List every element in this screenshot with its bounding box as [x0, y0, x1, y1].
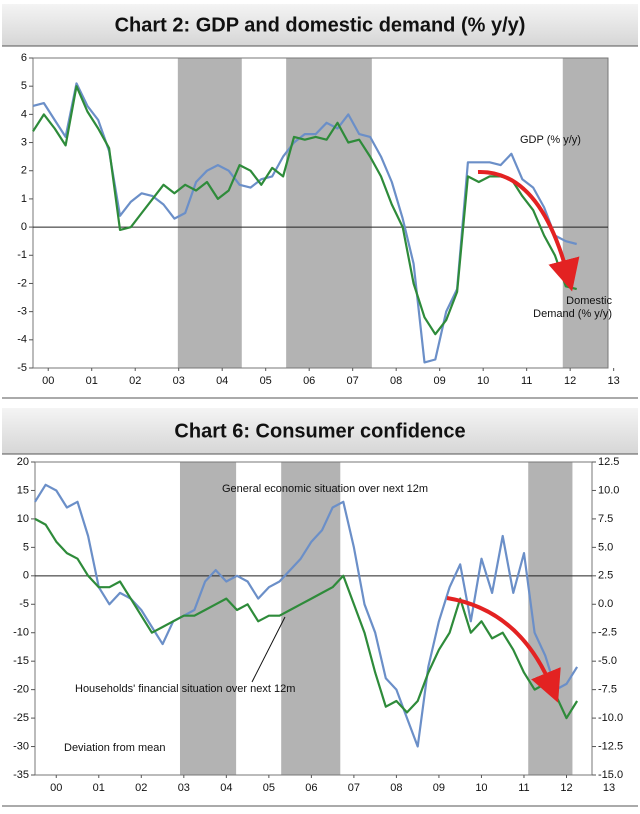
y2-tick-label: 10.0 — [598, 484, 619, 496]
trend-arrow — [477, 169, 580, 292]
x-tick-label: 08 — [390, 782, 402, 794]
y-tick-label: 15 — [17, 484, 29, 496]
y-tick-label: 5 — [21, 80, 27, 92]
x-tick-label: 01 — [93, 782, 105, 794]
y-tick-label: -25 — [13, 712, 29, 724]
y2-tick-label: -2.5 — [598, 627, 617, 639]
x-tick-label: 02 — [129, 375, 141, 387]
y-tick-label: 2 — [21, 165, 27, 177]
series-label: Domestic Demand (% y/y) — [533, 295, 612, 320]
series-line — [32, 85, 577, 336]
pointer — [251, 616, 286, 683]
y2-tick-label: 0.0 — [598, 598, 613, 610]
x-tick-label: 02 — [135, 782, 147, 794]
y-tick-label: 0 — [23, 570, 29, 582]
y-tick-label: -10 — [13, 627, 29, 639]
y-tick-label: -20 — [13, 684, 29, 696]
y-tick-label: 10 — [17, 513, 29, 525]
y-tick-label: 3 — [21, 136, 27, 148]
y2-tick-label: -10.0 — [598, 712, 623, 724]
shaded-period — [286, 58, 372, 368]
note: Deviation from mean — [64, 742, 166, 754]
shaded-period — [528, 462, 573, 775]
x-tick-label: 13 — [603, 782, 615, 794]
y-tick-label: -1 — [17, 249, 27, 261]
shaded-period — [562, 58, 608, 368]
x-tick-label: 13 — [608, 375, 620, 387]
series-label: Households' financial situation over nex… — [75, 683, 296, 695]
y2-tick-label: 5.0 — [598, 541, 613, 553]
y-tick-label: 6 — [21, 52, 27, 64]
y-tick-label: -30 — [13, 740, 29, 752]
x-tick-label: 01 — [86, 375, 98, 387]
y-tick-label: -15 — [13, 655, 29, 667]
plot-frame — [34, 461, 593, 776]
x-tick-label: 10 — [475, 782, 487, 794]
x-tick-label: 11 — [521, 375, 532, 387]
x-tick-label: 05 — [263, 782, 275, 794]
x-tick-label: 08 — [390, 375, 402, 387]
x-tick-label: 09 — [434, 375, 446, 387]
y-tick-label: -35 — [13, 769, 29, 781]
y2-tick-label: 7.5 — [598, 513, 613, 525]
x-tick-label: 03 — [173, 375, 185, 387]
x-tick-label: 06 — [303, 375, 315, 387]
series-label: General economic situation over next 12m — [222, 483, 429, 495]
y-tick-label: -5 — [19, 598, 29, 610]
y2-tick-label: -7.5 — [598, 684, 617, 696]
y2-tick-label: -12.5 — [598, 740, 623, 752]
x-tick-label: 06 — [305, 782, 317, 794]
trend-arrow — [446, 596, 561, 703]
chart-title: Chart 6: Consumer confidence — [174, 420, 465, 442]
shaded-period — [177, 58, 242, 368]
y-tick-label: -5 — [17, 362, 27, 374]
x-tick-label: 04 — [220, 782, 232, 794]
x-tick-label: 12 — [560, 782, 572, 794]
y-tick-label: 4 — [21, 108, 27, 120]
x-tick-label: 11 — [518, 782, 529, 794]
y-tick-label: 1 — [21, 193, 27, 205]
series-label: GDP (% y/y) — [520, 134, 581, 146]
shaded-period — [179, 462, 237, 775]
series-line — [32, 82, 577, 364]
y2-tick-label: 2.5 — [598, 570, 613, 582]
y2-tick-label: 12.5 — [598, 456, 619, 468]
x-tick-label: 07 — [347, 375, 359, 387]
y-tick-label: 20 — [17, 456, 29, 468]
y-tick-label: -4 — [17, 334, 27, 346]
y-tick-label: 5 — [23, 541, 29, 553]
x-tick-label: 03 — [178, 782, 190, 794]
title-bar — [2, 4, 638, 46]
y2-tick-label: -5.0 — [598, 655, 617, 667]
title-bar — [2, 408, 638, 454]
plot-frame — [32, 57, 609, 369]
series-line — [34, 517, 579, 720]
x-tick-label: 04 — [216, 375, 228, 387]
x-tick-label: 12 — [564, 375, 576, 387]
series-line — [34, 483, 579, 748]
x-tick-label: 05 — [260, 375, 272, 387]
x-tick-label: 00 — [50, 782, 62, 794]
y2-tick-label: -15.0 — [598, 769, 623, 781]
chart-title: Chart 2: GDP and domestic demand (% y/y) — [115, 14, 526, 36]
x-tick-label: 07 — [348, 782, 360, 794]
y-tick-label: 0 — [21, 221, 27, 233]
x-tick-label: 10 — [477, 375, 489, 387]
x-tick-label: 00 — [42, 375, 54, 387]
y-tick-label: -3 — [17, 306, 27, 318]
y-tick-label: -2 — [17, 277, 27, 289]
x-tick-label: 09 — [433, 782, 445, 794]
